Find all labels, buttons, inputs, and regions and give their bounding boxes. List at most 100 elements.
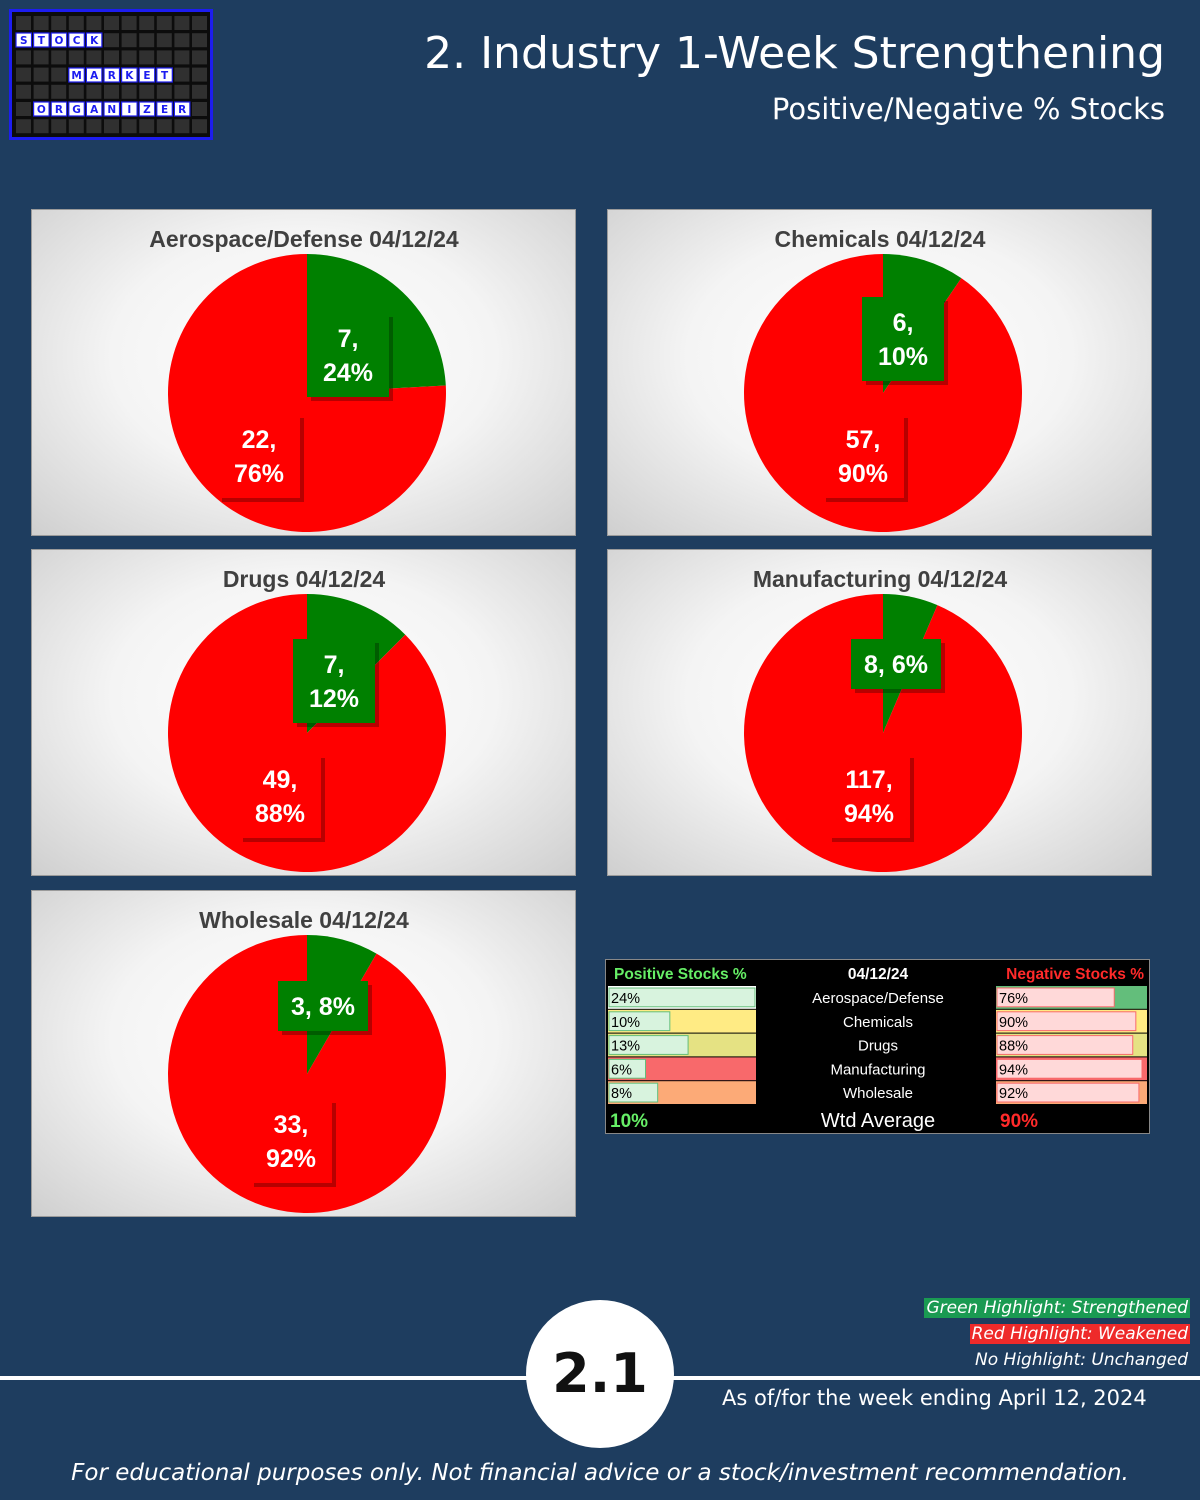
logo-tile [15,32,33,48]
average-negative: 90% [1000,1111,1038,1132]
pie-panel-wholesale: Wholesale 04/12/24 3, 8% 33, 92% [31,890,576,1217]
positive-data-bar [608,987,756,1008]
logo-letter: K [90,35,99,47]
logo-tile [120,101,138,117]
logo-letter: Z [143,104,151,116]
pie-chart-aerospace-defense: Aerospace/Defense 04/12/247,24%22,76% [149,226,459,532]
logo-tile [156,67,173,83]
negative-data-bar [996,1082,1140,1103]
pie-label-text: 10% [878,343,928,371]
pie-label-positive: 6,10% [862,297,948,385]
pie-label-text: 88% [255,800,305,828]
logo-tile [68,67,85,83]
logo-letter: E [161,104,168,116]
disclaimer: For educational purposes only. Not finan… [71,1460,1129,1486]
logo-tile [85,32,103,48]
pie-title: Drugs 04/12/24 [223,566,386,592]
pie-label-text: 3, 8% [291,993,355,1021]
pie-panel-aerospace-defense: Aerospace/Defense 04/12/24 7, 24% 22, 76% [31,209,576,536]
as-of-date: As of/for the week ending April 12, 2024 [722,1386,1147,1410]
pie-label-text: 7, [338,325,359,353]
pie-label-text: 90% [838,460,888,488]
logo-letter: A [90,104,99,116]
logo-letter: I [127,104,131,116]
pie-title: Aerospace/Defense 04/12/24 [149,226,459,252]
pie-label-negative: 49,88% [239,754,325,842]
logo-letter: O [54,35,63,47]
industry-name: Aerospace/Defense [812,990,944,1007]
pie-chart-wholesale: Wholesale 04/12/24 3, 8% 33,92% [168,907,446,1213]
logo-tile [156,101,173,117]
positive-value: 24% [611,991,640,1007]
pie-label-positive: 7,12% [293,639,379,727]
pie-panel-drugs: Drugs 04/12/24 7, 12% 49, 88% [31,549,576,876]
negative-data-bar [996,1058,1143,1079]
pie-label-text: 117, [845,766,892,794]
positive-data-bar [608,1058,646,1079]
positive-value: 6% [611,1062,632,1078]
pie-label-text: 7, [324,651,345,679]
logo-tile [138,67,156,83]
industry-name: Drugs [858,1038,898,1055]
pie-label-text: 8, 6% [864,651,928,679]
industry-name: Chemicals [843,1014,913,1031]
pie-label-positive: 7,24% [307,313,393,401]
pie-label-text: 94% [844,800,894,828]
pie-title: Wholesale 04/12/24 [199,907,409,933]
logo-letter: G [72,104,81,116]
pie-label-negative: 117, 94% [828,754,914,842]
negative-value: 76% [999,991,1028,1007]
average-positive: 10% [610,1111,648,1132]
pie-label-negative: 57,90% [822,414,908,502]
logo-tile [68,32,85,48]
table-row: 24% Aerospace/Defense 76% [608,986,1147,1009]
section-number-badge: 2.1 [526,1300,674,1448]
pie-label-positive: 8, 6% [851,639,945,693]
logo-tile [33,101,50,117]
header-negative: Negative Stocks % [1006,966,1144,983]
logo-letter: S [20,35,28,47]
table-row: 6% Manufacturing 94% [608,1057,1147,1081]
negative-data-bar [996,1035,1134,1055]
logo-tile [103,101,121,117]
logo-letter: O [37,104,46,116]
pie-label-text: 57, [846,426,881,454]
logo-tile [50,101,68,117]
negative-value: 94% [999,1062,1028,1078]
pie-slice-negative [167,594,446,872]
logo-letter: E [143,70,150,82]
pie-panel-chemicals: Chemicals 04/12/24 6, 10% 57, 90% [607,209,1152,536]
table-row: 13% Drugs 88% [608,1033,1147,1057]
logo-letter: T [38,35,46,47]
negative-data-bar [996,1011,1137,1032]
positive-data-bar [608,1082,659,1103]
logo-letter: M [71,70,81,82]
logo-tile [68,101,85,117]
header-positive: Positive Stocks % [614,966,747,983]
negative-data-bar [996,987,1115,1008]
pie-label-negative: 33,92% [250,1099,336,1187]
pie-chart-chemicals: Chemicals 04/12/246,10%57,90% [744,226,1022,532]
logo-letter: R [178,104,186,116]
pie-chart-manufacturing: Manufacturing 04/12/24 8, 6% 117, 94% [744,566,1022,872]
page-title: 2. Industry 1-Week Strengthening [424,28,1165,79]
logo-letter: R [108,70,116,82]
pie-slice-negative [744,594,1022,872]
pie-panel-manufacturing: Manufacturing 04/12/24 8, 6% 117, 94% [607,549,1152,876]
table-row: 8% Wholesale 92% [608,1081,1147,1104]
logo-letter: N [107,104,116,116]
average-label: Wtd Average [821,1110,935,1132]
legend-strengthened: Green Highlight: Strengthened [924,1298,1190,1318]
industry-name: Wholesale [843,1085,913,1102]
logo-letter: C [73,35,81,47]
logo-letter: K [125,70,134,82]
pie-label-text: 33, [274,1111,309,1139]
logo-tile [120,67,138,83]
positive-value: 13% [611,1039,640,1055]
legend-unchanged: No Highlight: Unchanged [975,1350,1188,1370]
table-row: 10% Chemicals 90% [608,1009,1147,1033]
logo-letter: R [55,104,63,116]
positive-data-bar [608,1011,671,1032]
logo-letter: A [90,70,99,82]
